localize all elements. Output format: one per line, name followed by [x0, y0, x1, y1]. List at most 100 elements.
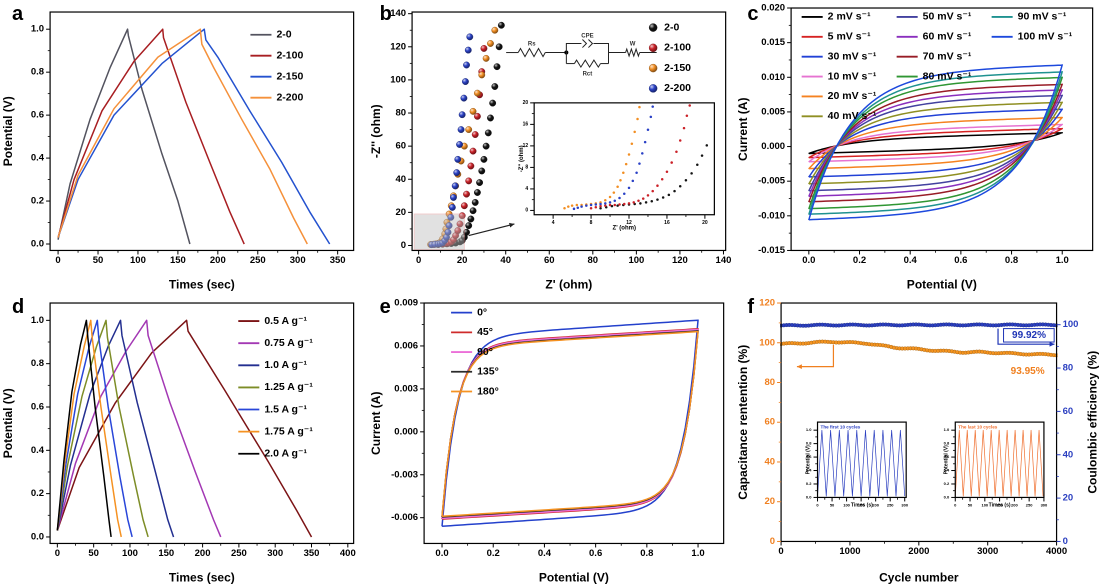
- svg-text:The first 10 cycles: The first 10 cycles: [821, 424, 861, 429]
- svg-text:100: 100: [844, 502, 851, 507]
- panel-a: a 0 50 100 150 200 250 300 350 0.0 0.2 0.4 0.6 0.8 1.…: [0, 0, 368, 293]
- svg-text:0.0: 0.0: [803, 255, 816, 266]
- svg-text:0: 0: [55, 255, 60, 266]
- svg-text:60: 60: [765, 416, 776, 427]
- svg-text:100: 100: [390, 74, 406, 85]
- svg-text:150: 150: [170, 255, 186, 266]
- axes-ticks: 0 1000 2000 3000 400002040608010012002040608…: [760, 297, 1079, 556]
- svg-text:CPE: CPE: [581, 34, 593, 40]
- svg-text:0.4: 0.4: [31, 444, 45, 455]
- plot-area: [808, 64, 1064, 221]
- chart-cv-scan-rates: 0.0 0.2 0.4 0.6 0.8 1.0 -0.015 -0.010 -0.005 0.00…: [736, 3, 1094, 292]
- svg-text:Times (sec): Times (sec): [169, 570, 235, 584]
- series-2-0: [598, 144, 708, 210]
- svg-text:250: 250: [250, 255, 266, 266]
- svg-text:80: 80: [765, 377, 776, 388]
- svg-text:150: 150: [858, 502, 865, 507]
- svg-text:0.8: 0.8: [944, 440, 950, 445]
- svg-text:0.0: 0.0: [435, 547, 448, 558]
- svg-text:0: 0: [55, 547, 60, 558]
- svg-text:80 mV s⁻¹: 80 mV s⁻¹: [923, 70, 972, 82]
- series-2 mV s⁻¹: [808, 131, 1064, 155]
- legend: 0° 45° 90° 135° 180°: [450, 306, 499, 397]
- legend: 2-0 2-100 2-150 2-200: [648, 21, 691, 94]
- svg-text:80: 80: [1063, 362, 1074, 373]
- chart-cv-bending-angles: 0.0 0.2 0.4 0.6 0.8 1.0 -0.006 -0.003 0.000 0.003…: [369, 297, 724, 584]
- svg-text:0.003: 0.003: [394, 383, 418, 394]
- svg-text:0.2: 0.2: [853, 255, 866, 266]
- svg-text:0: 0: [400, 240, 405, 251]
- panel-b: b 0 20 40 60 80 100 120 140 0 20 40 60 80 100 120 140 Z'…: [368, 0, 736, 293]
- svg-text:400: 400: [340, 547, 356, 558]
- panel-label-e: e: [379, 295, 391, 318]
- series-90°: [440, 328, 699, 519]
- svg-text:0.015: 0.015: [762, 37, 786, 48]
- svg-text:0.75 A g⁻¹: 0.75 A g⁻¹: [264, 336, 313, 348]
- svg-text:50: 50: [88, 547, 99, 558]
- svg-text:100: 100: [628, 255, 644, 266]
- svg-text:300: 300: [290, 255, 306, 266]
- axes-ticks: 0.0 0.2 0.4 0.6 0.8 1.0 -0.015 -0.010 -0.005 0.00…: [758, 3, 1069, 266]
- svg-text:Times (s): Times (s): [851, 502, 873, 508]
- axes-ticks: 0 50 100 150 200 250 300 350 0.0 0.2 0.4 0.6 0.8 1.0: [31, 24, 346, 266]
- svg-text:250: 250: [231, 547, 247, 558]
- series-0.5 A g⁻¹: [56, 319, 313, 537]
- series-180°: [440, 330, 699, 517]
- svg-text:1.0: 1.0: [691, 547, 704, 558]
- axes-ticks: 4 8 12 16 20 0 4 8 12 16 20: [522, 100, 707, 226]
- series-30 mV s⁻¹: [808, 108, 1064, 178]
- svg-text:Capacitance rentention (%): Capacitance rentention (%): [736, 344, 750, 499]
- svg-text:0: 0: [525, 208, 528, 214]
- svg-text:5 mV s⁻¹: 5 mV s⁻¹: [828, 31, 871, 43]
- series-2-200: [57, 28, 308, 245]
- svg-text:4000: 4000: [1046, 545, 1067, 556]
- svg-text:135°: 135°: [477, 365, 499, 377]
- axes-ticks: 0 50 100 150 200 250 300 0.0 0.2 0.4 0.6 0.8 1.0: [806, 427, 909, 507]
- svg-text:200: 200: [210, 255, 226, 266]
- series-20 mV s⁻¹: [808, 116, 1064, 170]
- svg-text:40: 40: [395, 174, 406, 185]
- svg-text:0.8: 0.8: [806, 440, 812, 445]
- svg-text:350: 350: [304, 547, 320, 558]
- svg-text:0.0: 0.0: [31, 239, 44, 250]
- svg-text:1.0: 1.0: [31, 314, 44, 325]
- svg-text:99.92%: 99.92%: [1012, 329, 1046, 340]
- svg-text:Potential (V): Potential (V): [538, 570, 608, 584]
- svg-text:4: 4: [551, 220, 554, 226]
- svg-text:2000: 2000: [909, 545, 930, 556]
- svg-text:0.005: 0.005: [762, 106, 786, 117]
- svg-text:-0.015: -0.015: [758, 245, 786, 256]
- svg-text:1.0 A g⁻¹: 1.0 A g⁻¹: [264, 359, 307, 371]
- svg-text:40: 40: [500, 255, 511, 266]
- svg-text:1.5 A g⁻¹: 1.5 A g⁻¹: [264, 403, 307, 415]
- series-0°: [440, 318, 699, 527]
- svg-text:0.4: 0.4: [537, 547, 551, 558]
- series-60 mV s⁻¹: [808, 89, 1064, 197]
- svg-text:350: 350: [330, 255, 346, 266]
- plot-area: [955, 429, 1044, 496]
- svg-text:140: 140: [390, 8, 406, 19]
- svg-text:250: 250: [887, 502, 894, 507]
- svg-text:30 mV s⁻¹: 30 mV s⁻¹: [828, 50, 877, 62]
- svg-text:2-100: 2-100: [664, 42, 691, 54]
- svg-text:60 mV s⁻¹: 60 mV s⁻¹: [923, 31, 972, 43]
- svg-text:300: 300: [267, 547, 283, 558]
- svg-text:300: 300: [902, 502, 909, 507]
- series-2-100: [57, 28, 245, 245]
- svg-text:2-0: 2-0: [664, 21, 679, 33]
- svg-text:0: 0: [1063, 535, 1068, 546]
- svg-text:0.0: 0.0: [944, 494, 950, 499]
- svg-text:-0.006: -0.006: [391, 512, 418, 523]
- svg-text:200: 200: [1011, 502, 1018, 507]
- series-first-10-cycles: [817, 429, 906, 496]
- svg-text:2-200: 2-200: [276, 91, 303, 103]
- axes-ticks: 0 50 100 150 200 250 300 350 400 0.0 0.2 0.4 0.6 0.8 1…: [31, 314, 356, 558]
- svg-text:50: 50: [968, 502, 973, 507]
- svg-text:70 mV s⁻¹: 70 mV s⁻¹: [923, 50, 972, 62]
- series-1.25 A g⁻¹: [56, 319, 149, 537]
- axes-ticks: 0 50 100 150 200 250 300 0.0 0.2 0.4 0.6 0.8 1.0: [944, 427, 1048, 507]
- plot-area: [817, 429, 906, 496]
- svg-text:16: 16: [522, 122, 528, 128]
- svg-text:1000: 1000: [840, 545, 861, 556]
